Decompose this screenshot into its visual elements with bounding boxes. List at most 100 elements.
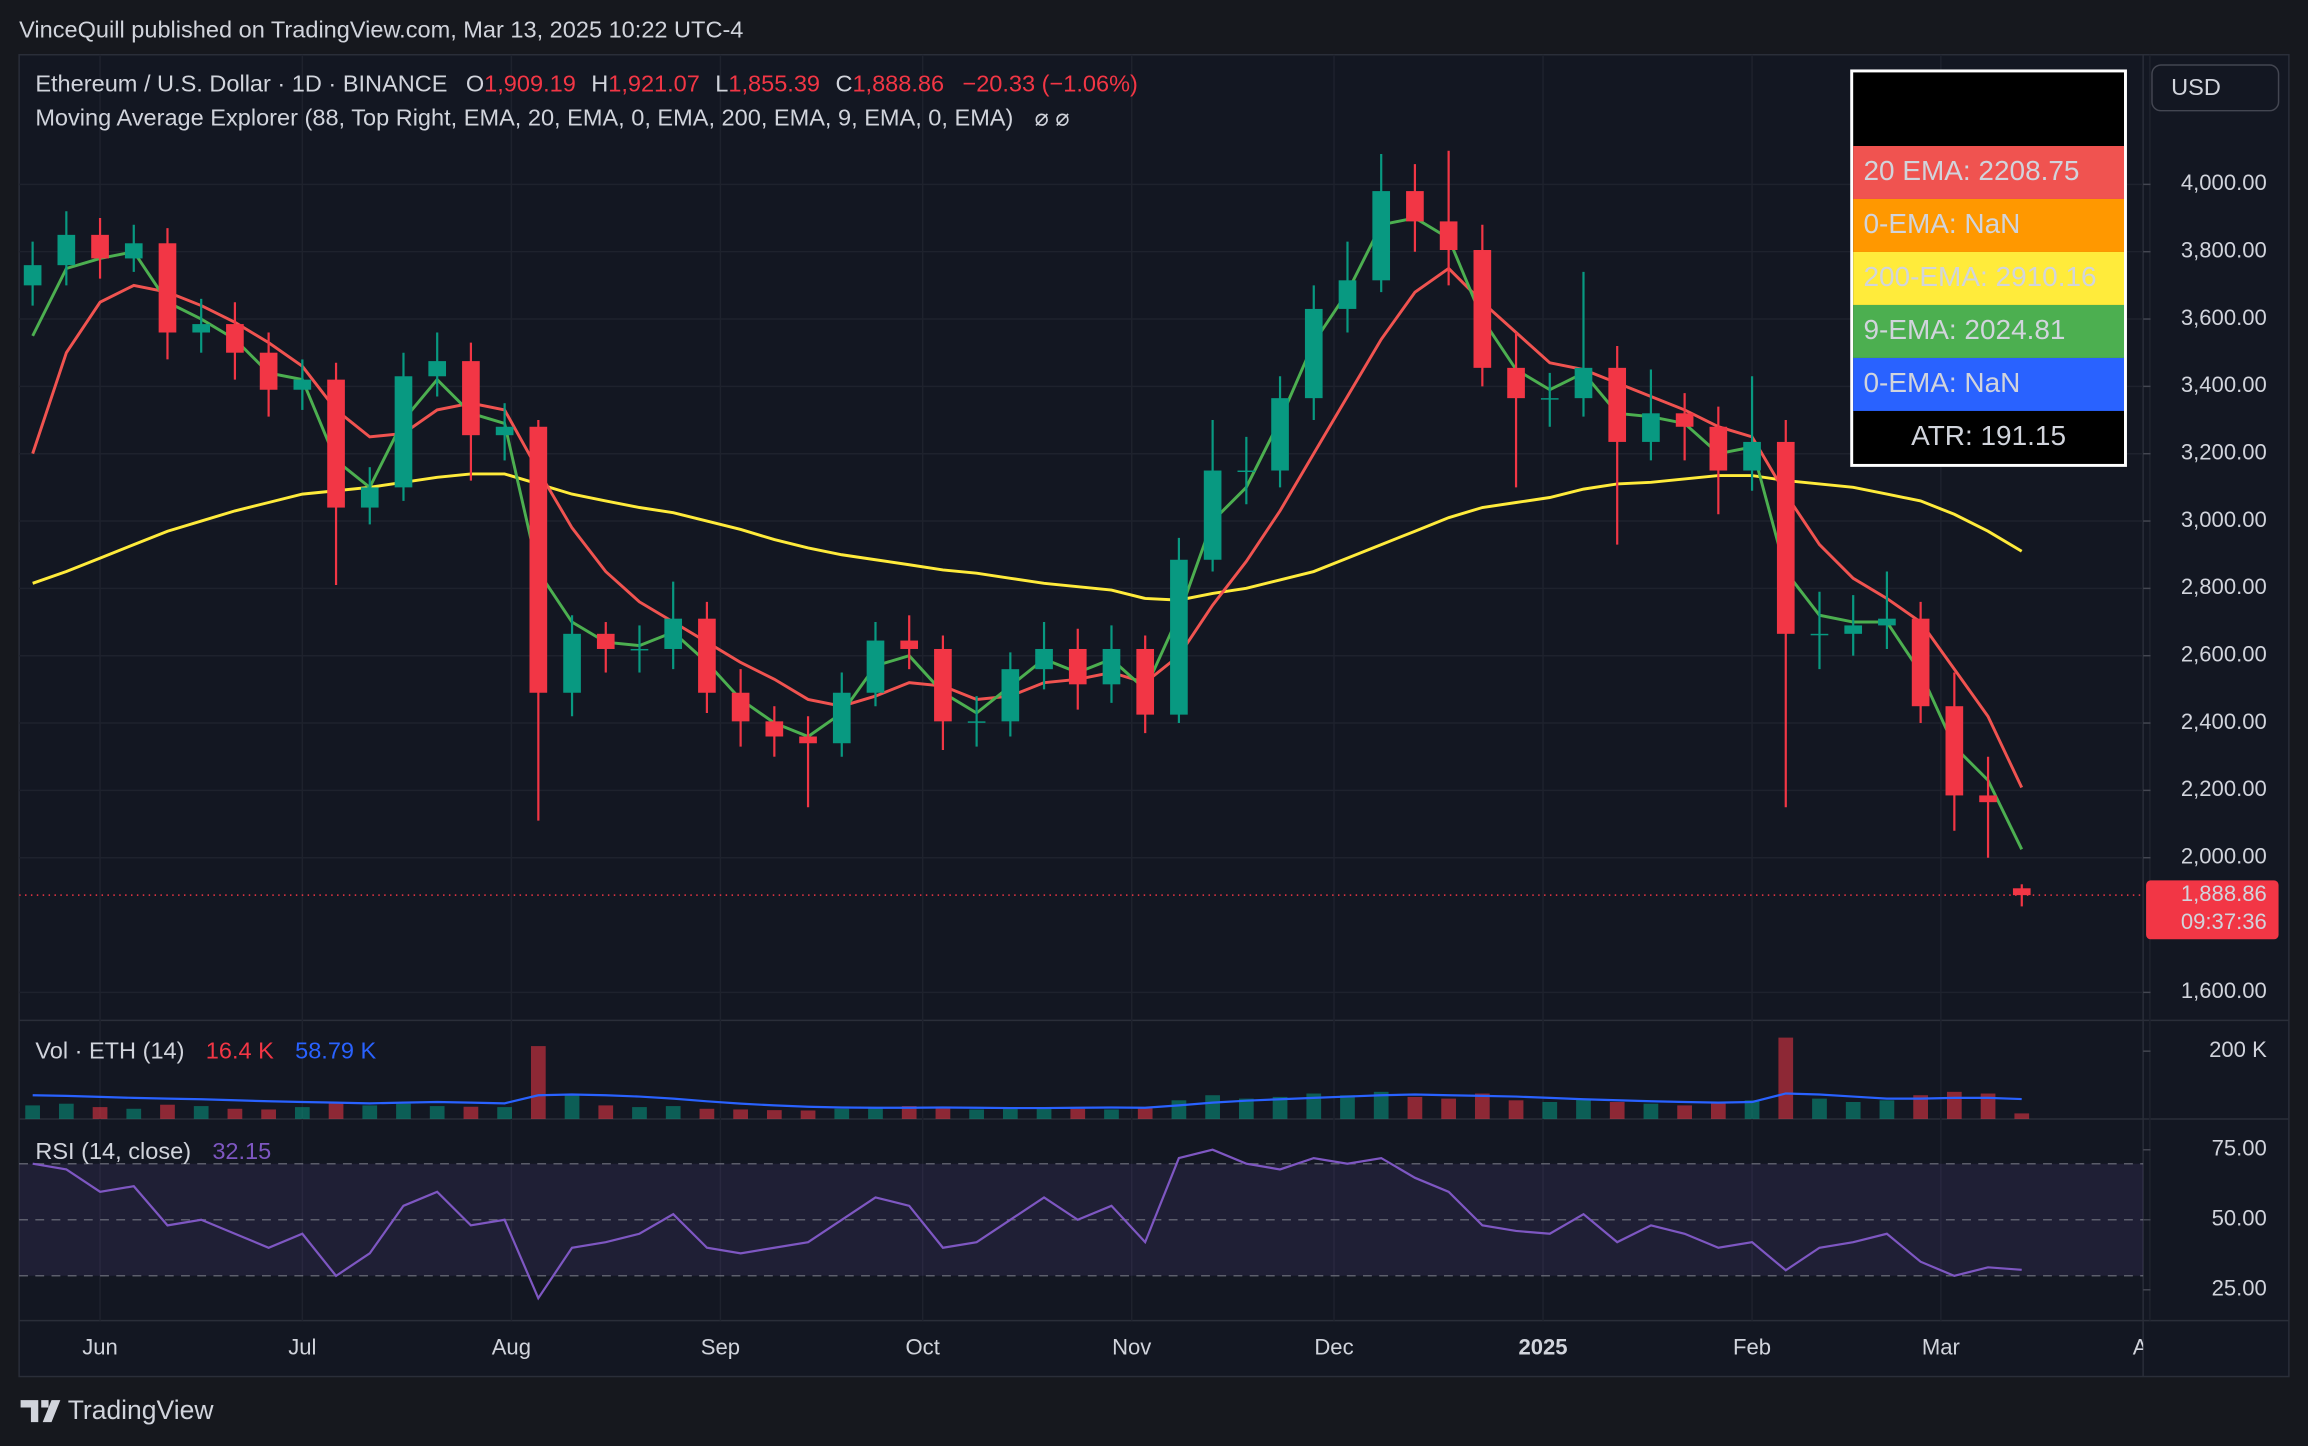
volume-ma-stat: 58.79 K [295, 1038, 376, 1064]
volume-bar [1441, 1098, 1456, 1119]
volume-bar [25, 1105, 40, 1119]
volume-bar [1373, 1091, 1389, 1119]
volume-bar [160, 1104, 175, 1119]
candle-body [394, 376, 413, 488]
volume-bar [598, 1105, 614, 1119]
candle-body [731, 692, 750, 722]
volume-bar [227, 1108, 243, 1119]
candle-body [293, 379, 312, 390]
volume-bar [1137, 1108, 1153, 1119]
candle-body [192, 324, 211, 333]
legend-entry: 20 EMA: 2208.75 [1863, 155, 2079, 186]
x-tick-label: Apr [2133, 1334, 2167, 1359]
volume-bar [328, 1102, 344, 1119]
candle-body [1675, 413, 1694, 427]
volume-bar [1474, 1093, 1490, 1119]
volume-bar [429, 1106, 445, 1119]
volume-bar [834, 1108, 850, 1119]
candle-body [900, 640, 919, 649]
candle-body [1810, 633, 1829, 636]
candle-body [596, 633, 615, 649]
volume-bar [1508, 1100, 1524, 1119]
candle-body [832, 692, 851, 744]
candle-body [698, 618, 716, 693]
candle-body [1473, 250, 1492, 368]
candle-body [1507, 367, 1525, 399]
change: −20.33 (−1.06%) [962, 71, 1137, 97]
marks [19, 150, 2144, 1301]
candle-body [1338, 280, 1357, 309]
volume-bar [800, 1110, 816, 1119]
candle-body [1709, 426, 1728, 471]
volume-bar [1677, 1105, 1692, 1119]
candle-body [1574, 367, 1593, 399]
volume-bar [1171, 1100, 1187, 1119]
candle-body [1001, 669, 1020, 722]
symbol-legend: Ethereum / U.S. Dollar · 1D · BINANCE O1… [35, 71, 1138, 97]
candle-body [259, 352, 278, 390]
candle-body [529, 426, 548, 693]
symbol-title: Ethereum / U.S. Dollar · 1D · BINANCE [35, 71, 447, 97]
y-tick-label: 75.00 [2212, 1136, 2267, 1161]
candle-body [967, 721, 986, 723]
y-tick-label: 2,200.00 [2181, 776, 2267, 801]
y-tick-label: 2,000.00 [2181, 844, 2267, 869]
x-tick-label: Nov [1112, 1334, 1151, 1359]
volume-bar [1238, 1098, 1254, 1119]
currency-button[interactable] [2151, 64, 2280, 112]
x-tick-label: Aug [492, 1334, 531, 1359]
rsi-legend: RSI (14, close) 32.15 [35, 1138, 271, 1164]
volume-bar [733, 1109, 748, 1119]
y-tick-label: 200 K [2209, 1037, 2267, 1062]
currency-label: USD [2171, 74, 2221, 100]
volume-bar [665, 1106, 681, 1119]
ohlc-value: 1,921.07 [608, 71, 700, 97]
candle-body [327, 379, 345, 508]
y-tick-label: 3,000.00 [2181, 507, 2267, 532]
volume-bar [1778, 1037, 1794, 1119]
ema-line [31, 216, 2024, 850]
volume-bar [396, 1103, 411, 1119]
last-price-tag [2146, 880, 2279, 940]
x-tick-label: Dec [1314, 1334, 1353, 1359]
volume-bar [1643, 1103, 1659, 1119]
candle-body [360, 487, 379, 508]
legend-row [1853, 251, 2125, 305]
logo-icon [20, 1400, 61, 1423]
candle-body [664, 618, 683, 649]
y-tick-label: 4,000.00 [2181, 170, 2267, 195]
volume-bar [564, 1095, 580, 1119]
volume-bar [92, 1107, 108, 1119]
indicator-icons[interactable]: ⌀ ⌀ [1035, 105, 1070, 131]
ohlc-value: 1,855.39 [728, 71, 820, 97]
candle-body [1237, 470, 1256, 473]
legend-row [1853, 304, 2125, 358]
volume-bar [1306, 1093, 1322, 1119]
y-tick-label: 50.00 [2212, 1206, 2267, 1231]
candle-body [91, 234, 109, 259]
y-tick-label: 1,600.00 [2181, 978, 2267, 1003]
volume-bar [766, 1110, 782, 1119]
volume-bar [497, 1107, 512, 1119]
candle-body [124, 243, 143, 259]
candle-body [1844, 625, 1863, 634]
candle-body [1304, 308, 1323, 399]
volume-bar [294, 1107, 310, 1119]
x-tick-label: Mar [1922, 1334, 1960, 1359]
tradingview-logo: TradingView [20, 1395, 215, 1425]
volume-title: Vol · ETH (14) [35, 1038, 184, 1064]
volume-bar [1812, 1098, 1827, 1119]
candle-body [563, 633, 581, 693]
candle-body [23, 265, 42, 286]
atr-label: ATR: 191.15 [1911, 420, 2066, 451]
brand: TradingView [68, 1395, 215, 1425]
candle-body [1035, 648, 1053, 670]
y-tick-label: 3,200.00 [2181, 440, 2267, 465]
legend-entry: 9-EMA: 2024.81 [1863, 314, 2065, 345]
volume-legend: Vol · ETH (14) 16.4 K 58.79 K [35, 1038, 376, 1064]
volume-bar [126, 1108, 142, 1119]
x-tick-label: Jun [82, 1334, 118, 1359]
candle-body [428, 361, 447, 377]
